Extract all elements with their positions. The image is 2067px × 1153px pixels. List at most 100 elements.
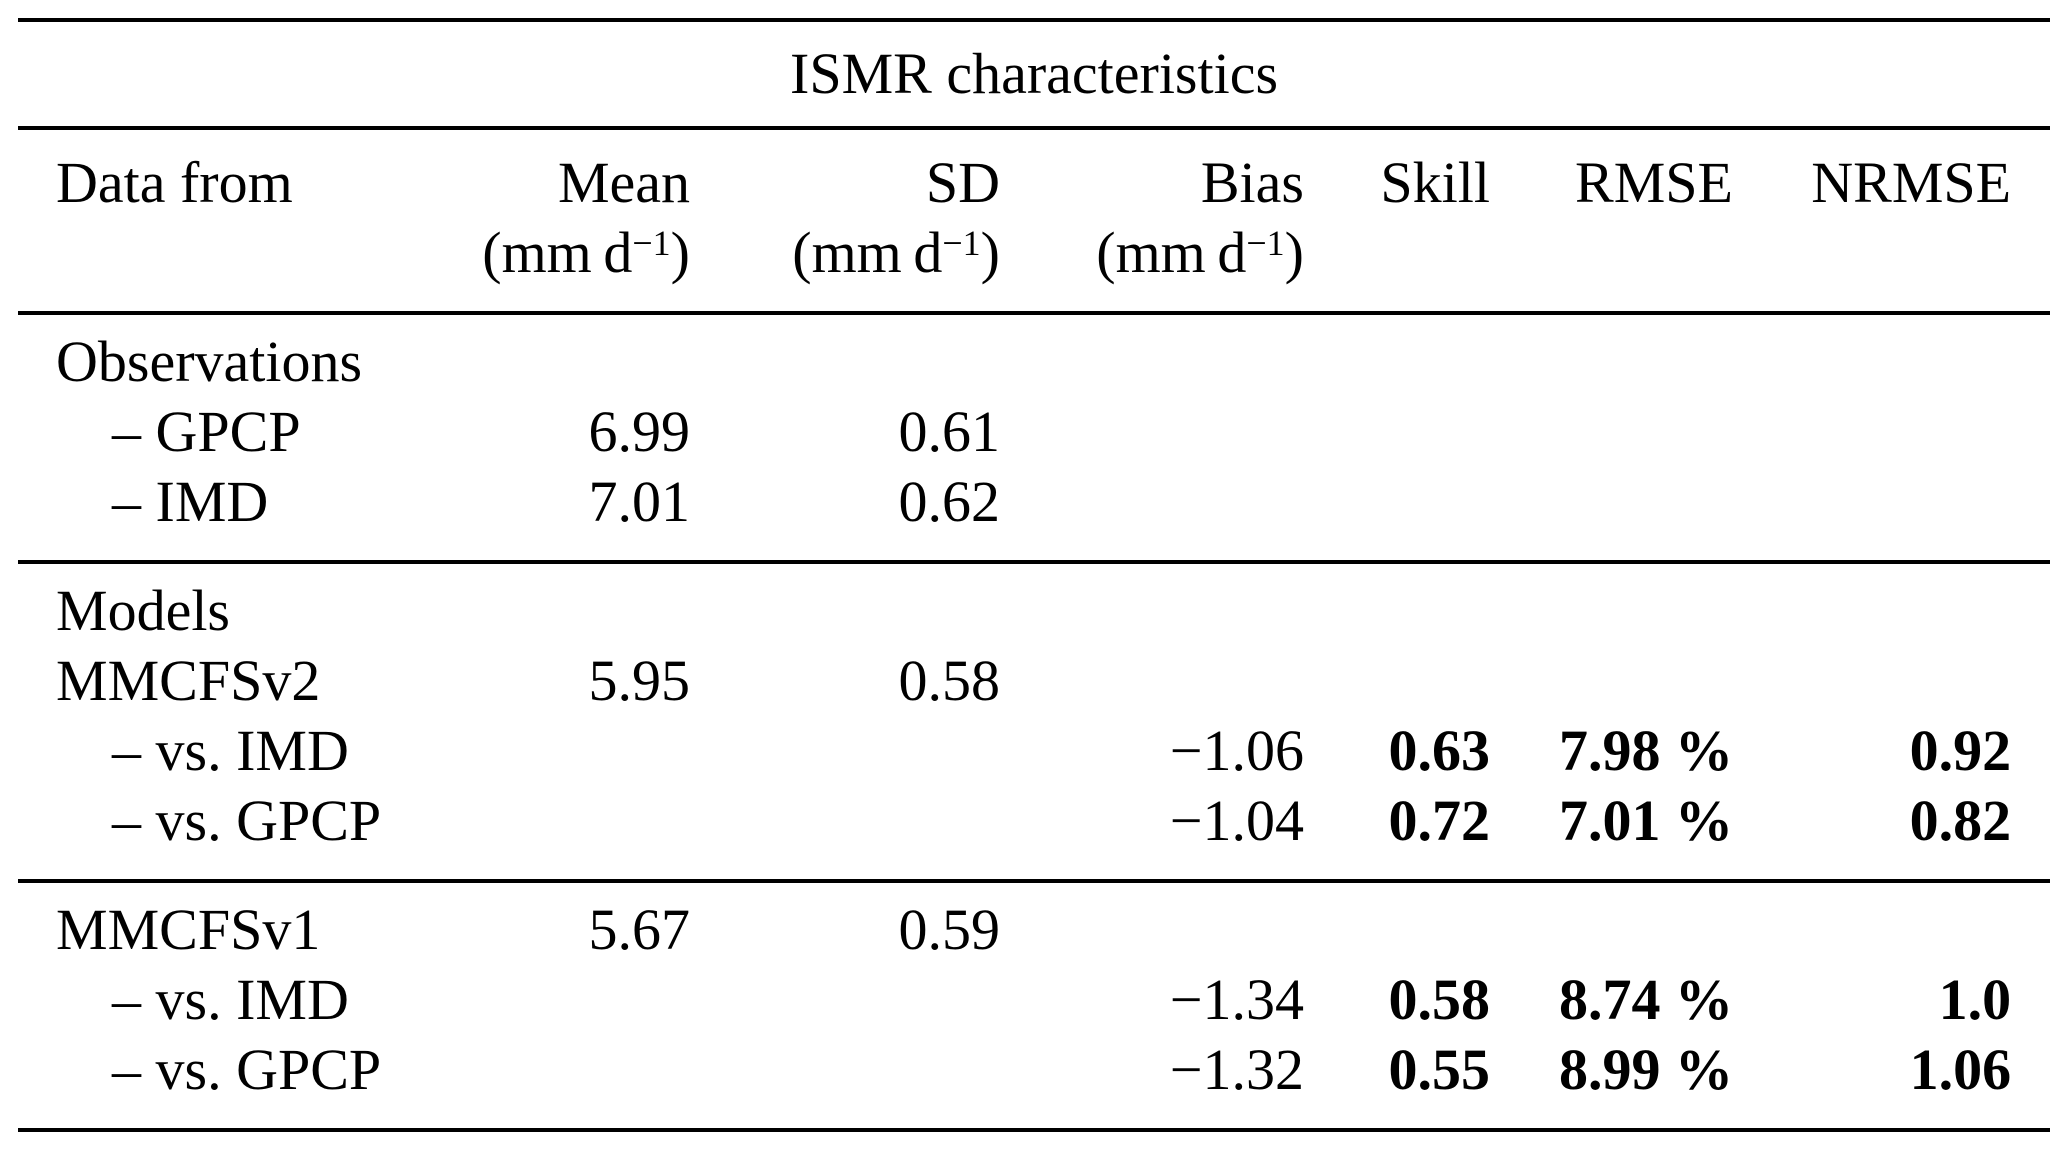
cell-bias (1000, 646, 1304, 716)
cell-rmse (1490, 646, 1733, 716)
cell-skill: 0.55 (1388, 1037, 1491, 1102)
col-header-label: RMSE (1575, 150, 1733, 215)
col-header-nrmse: NRMSE (1733, 128, 2050, 313)
cell-sd (690, 1035, 1000, 1130)
table-header-row: Data from Mean (mm d−1) SD (mm d−1) Bias… (18, 128, 2050, 313)
cell-sd: 0.59 (898, 897, 1001, 962)
unit-suffix: ) (670, 220, 690, 285)
cell-bias: −1.06 (1169, 718, 1304, 783)
cell-label: – IMD (112, 469, 269, 534)
table-row: – vs. GPCP −1.32 0.55 8.99 % 1.06 (18, 1035, 2050, 1130)
col-header-sd: SD (mm d−1) (690, 128, 1000, 313)
cell-nrmse: 1.0 (1938, 967, 2012, 1032)
cell-rmse: 8.99 % (1559, 1037, 1733, 1102)
cell-mean: 7.01 (588, 469, 691, 534)
table-row: – IMD 7.01 0.62 (18, 467, 2050, 562)
cell-mean: 5.67 (588, 897, 691, 962)
cell-skill: 0.63 (1388, 718, 1491, 783)
cell-sd: 0.62 (898, 469, 1001, 534)
table-row: – vs. GPCP −1.04 0.72 7.01 % 0.82 (18, 786, 2050, 881)
cell-rmse (1490, 313, 1733, 397)
cell-mean (318, 965, 690, 1035)
cell-label: – vs. GPCP (112, 788, 382, 853)
table-title-band: ISMR characteristics (18, 20, 2051, 128)
table-title: ISMR characteristics (790, 41, 1279, 106)
table-row: MMCFSv1 5.67 0.59 (18, 881, 2050, 965)
unit-exponent: −1 (942, 222, 981, 263)
col-header-unit: (mm d−1) (690, 218, 1000, 288)
cell-mean (318, 562, 690, 646)
mmcfsv1-section: MMCFSv1 5.67 0.59 – vs. IMD −1.34 0.58 8… (18, 881, 2050, 1130)
cell-mean: 6.99 (588, 399, 691, 464)
table-row: – vs. IMD −1.06 0.63 7.98 % 0.92 (18, 716, 2050, 786)
col-header-label: NRMSE (1811, 150, 2012, 215)
cell-nrmse (1733, 467, 2050, 562)
cell-rmse (1490, 881, 1733, 965)
col-header-unit: (mm d−1) (1000, 218, 1304, 288)
col-header-unit (1733, 218, 2011, 288)
cell-mean (318, 716, 690, 786)
cell-label: MMCFSv2 (56, 648, 321, 713)
col-header-unit: (mm d−1) (318, 218, 690, 288)
col-header-bias: Bias (mm d−1) (1000, 128, 1304, 313)
unit-prefix: (mm d (482, 220, 633, 285)
cell-sd (690, 562, 1000, 646)
col-header-label: SD (925, 150, 1000, 215)
cell-rmse (1490, 467, 1733, 562)
cell-sd (690, 313, 1000, 397)
cell-sd: 0.58 (898, 648, 1001, 713)
observations-section: Observations – GPCP 6.99 0.61 – IMD 7.01 (18, 313, 2051, 562)
cell-bias (1000, 313, 1304, 397)
cell-bias (1000, 467, 1304, 562)
cell-bias: −1.04 (1169, 788, 1304, 853)
cell-bias (1000, 562, 1304, 646)
cell-skill (1304, 646, 1490, 716)
table-header-band: Data from Mean (mm d−1) SD (mm d−1) Bias… (18, 128, 2051, 313)
cell-mean: 5.95 (588, 648, 691, 713)
cell-skill: 0.72 (1388, 788, 1491, 853)
table-row: Observations (18, 313, 2050, 397)
col-header-mean: Mean (mm d−1) (318, 128, 690, 313)
cell-rmse (1490, 397, 1733, 467)
unit-prefix: (mm d (1096, 220, 1247, 285)
cell-bias: −1.32 (1169, 1037, 1304, 1102)
cell-sd: 0.61 (898, 399, 1001, 464)
cell-skill (1304, 881, 1490, 965)
cell-sd (690, 716, 1000, 786)
col-header-label: Data from (56, 150, 293, 215)
cell-nrmse (1733, 562, 2050, 646)
col-header-label: Mean (557, 150, 690, 215)
cell-nrmse: 0.82 (1909, 788, 2012, 853)
col-header-data-from: Data from (18, 128, 318, 313)
cell-sd (690, 786, 1000, 881)
cell-label: – GPCP (112, 399, 301, 464)
cell-label: Models (56, 578, 230, 643)
cell-nrmse (1733, 313, 2050, 397)
col-header-unit (18, 218, 318, 288)
cell-nrmse (1733, 881, 2050, 965)
table-row: – GPCP 6.99 0.61 (18, 397, 2050, 467)
table-row: – vs. IMD −1.34 0.58 8.74 % 1.0 (18, 965, 2050, 1035)
col-header-unit (1490, 218, 1733, 288)
col-header-unit (1304, 218, 1490, 288)
cell-rmse: 7.01 % (1559, 788, 1733, 853)
unit-exponent: −1 (632, 222, 671, 263)
cell-skill (1304, 467, 1490, 562)
cell-skill (1304, 313, 1490, 397)
table-row: MMCFSv2 5.95 0.58 (18, 646, 2050, 716)
unit-prefix: (mm d (792, 220, 943, 285)
table-title-row: ISMR characteristics (18, 20, 2050, 128)
cell-skill: 0.58 (1388, 967, 1491, 1032)
models-mmcfsv2-section: Models MMCFSv2 5.95 0.58 – vs. IMD (18, 562, 2051, 881)
cell-bias: −1.34 (1169, 967, 1304, 1032)
cell-skill (1304, 562, 1490, 646)
cell-label: MMCFSv1 (56, 897, 321, 962)
cell-nrmse: 1.06 (1909, 1037, 2012, 1102)
cell-label: – vs. IMD (112, 967, 349, 1032)
cell-mean (318, 313, 690, 397)
cell-rmse (1490, 562, 1733, 646)
cell-nrmse (1733, 646, 2050, 716)
col-header-rmse: RMSE (1490, 128, 1733, 313)
ismr-characteristics-table: ISMR characteristics Data from Mean (mm … (18, 18, 2051, 1132)
